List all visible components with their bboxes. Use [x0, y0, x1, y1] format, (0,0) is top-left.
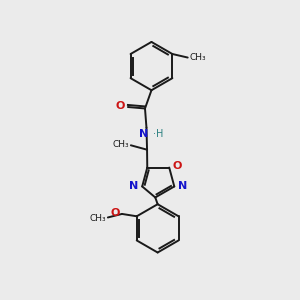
Text: N: N: [140, 129, 149, 139]
Text: O: O: [116, 101, 125, 111]
Text: N: N: [129, 182, 138, 191]
Text: CH₃: CH₃: [190, 53, 206, 62]
Text: N: N: [178, 182, 188, 191]
Text: CH₃: CH₃: [112, 140, 129, 149]
Text: O: O: [173, 161, 182, 171]
Text: O: O: [110, 208, 120, 218]
Text: CH₃: CH₃: [89, 214, 106, 223]
Text: ·H: ·H: [153, 129, 163, 139]
